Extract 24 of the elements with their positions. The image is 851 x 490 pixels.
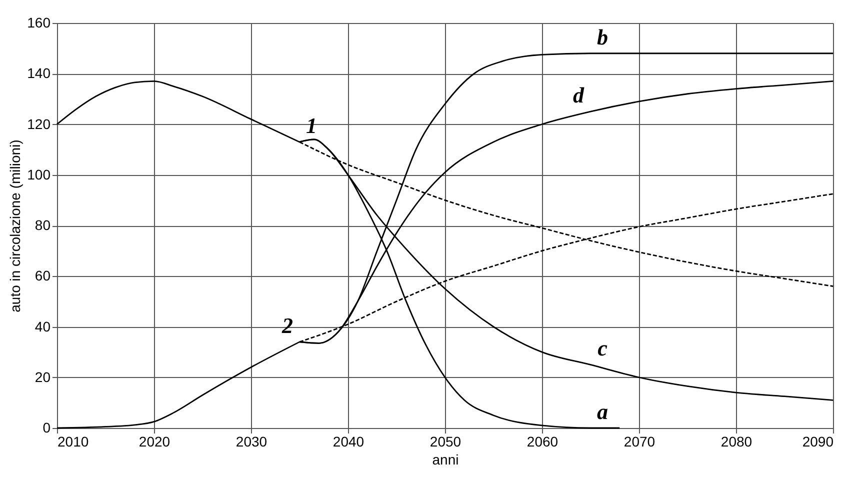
x-tick-label: 2070 xyxy=(624,434,656,450)
y-tick-label: 140 xyxy=(27,65,51,82)
x-tick-label: 2040 xyxy=(332,434,364,450)
y-tick-label: 60 xyxy=(34,268,51,284)
y-axis-title: auto in circolazione (milioni) xyxy=(7,140,24,312)
series-label: c xyxy=(598,336,608,361)
x-axis-title: anni xyxy=(432,452,459,468)
x-tick-label: 2010 xyxy=(58,434,89,450)
series-label: d xyxy=(573,82,585,108)
y-tick-label: 120 xyxy=(27,116,51,132)
x-tick-label: 2050 xyxy=(430,434,462,450)
y-tick-label: 100 xyxy=(27,166,51,182)
x-tick-label: 2060 xyxy=(526,434,558,450)
y-tick-label: 20 xyxy=(34,368,51,385)
x-tick-label: 2090 xyxy=(802,434,834,450)
y-tick-label: 160 xyxy=(27,14,51,30)
x-tick-label: 2080 xyxy=(720,434,752,450)
y-tick-label: 80 xyxy=(34,217,51,233)
series-label: b xyxy=(597,24,608,50)
y-tick-label: 0 xyxy=(42,420,51,436)
x-tick-label: 2030 xyxy=(236,434,268,450)
x-tick-label: 2020 xyxy=(138,434,170,450)
series-label: a xyxy=(597,399,608,424)
y-tick-label: 40 xyxy=(34,318,51,334)
